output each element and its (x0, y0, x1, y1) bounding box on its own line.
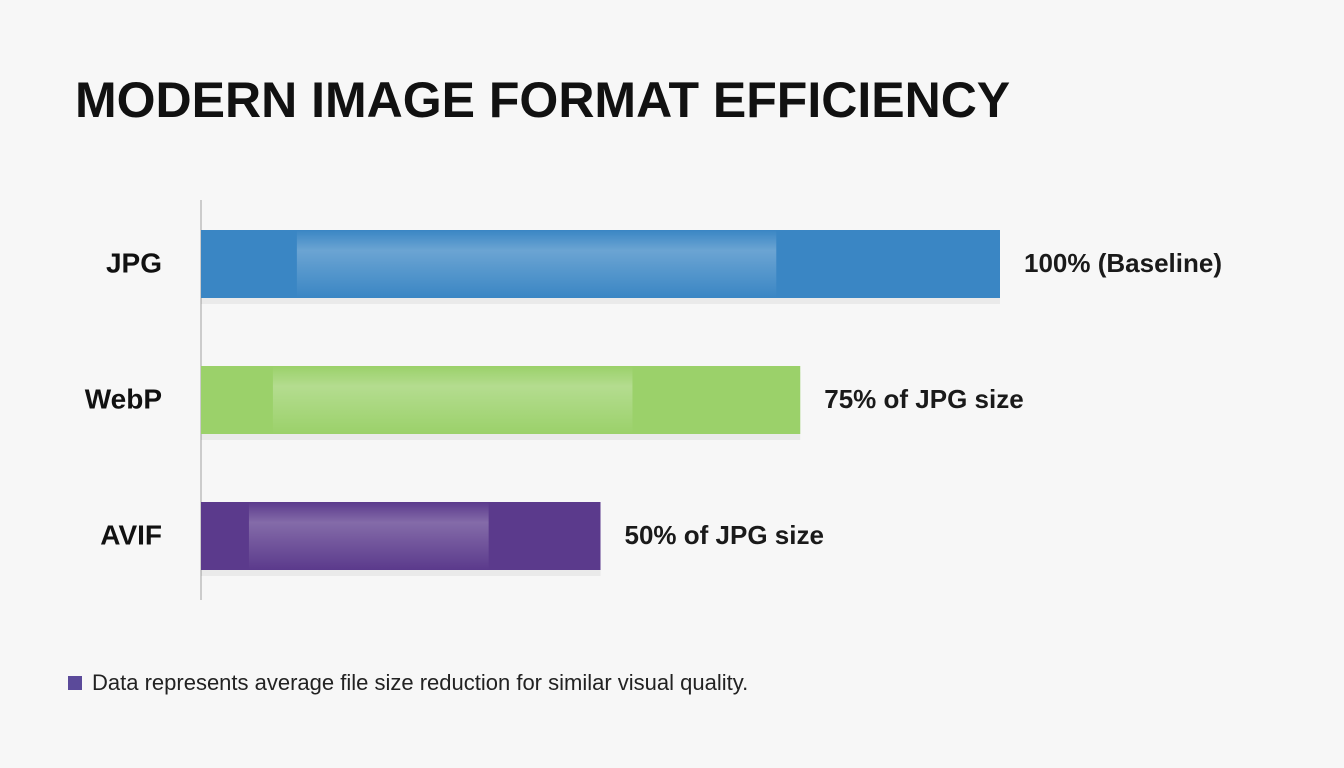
bar-highlight (248, 502, 489, 570)
category-label: AVIF (100, 519, 162, 550)
value-label: 50% of JPG size (625, 520, 824, 550)
category-label: WebP (85, 383, 162, 414)
chart-title: MODERN IMAGE FORMAT EFFICIENCY (75, 72, 1010, 128)
note: Data represents average file size reduct… (92, 670, 748, 695)
bar-highlight (296, 230, 777, 298)
category-label: JPG (106, 247, 162, 278)
value-label: 75% of JPG size (824, 384, 1023, 414)
value-label: 100% (Baseline) (1024, 248, 1222, 278)
note-marker (68, 676, 82, 690)
bar-highlight (272, 366, 633, 434)
